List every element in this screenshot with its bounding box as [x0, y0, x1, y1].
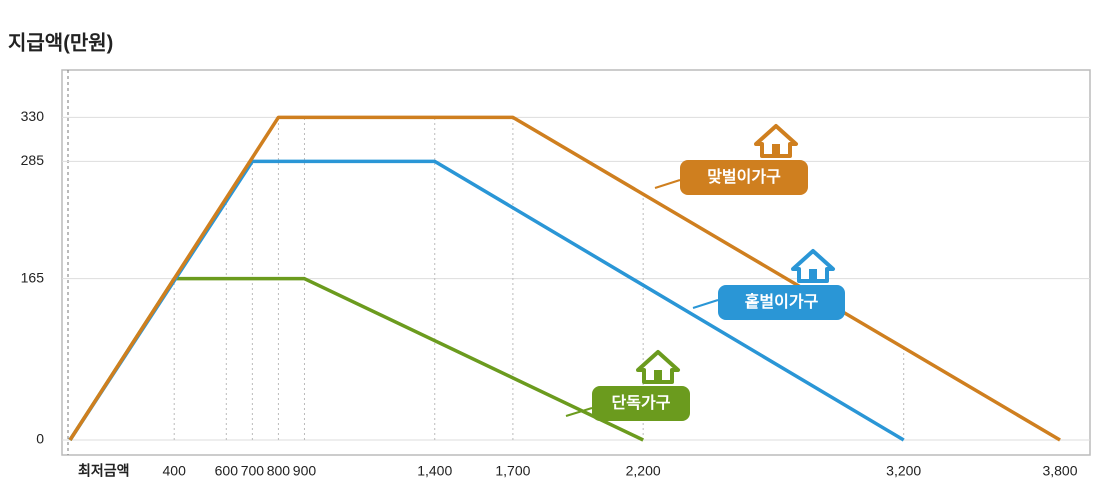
house-icon: [754, 124, 798, 158]
x-tick-label: 700: [241, 463, 265, 479]
legend-badge: [592, 386, 690, 421]
legend-badge: [680, 160, 808, 195]
y-tick-label: 285: [21, 152, 45, 168]
x-tick-label: 600: [215, 463, 239, 479]
y-tick-label: 0: [36, 431, 44, 447]
y-tick-label: 165: [21, 269, 45, 285]
legend-label: 홑벌이가구: [745, 292, 819, 311]
x-annotation: 최저금액: [78, 463, 130, 479]
series-line: [68, 276, 644, 442]
plot-frame: [61, 69, 1091, 456]
x-tick-label: 2,200: [626, 463, 661, 479]
x-tick-label: 400: [163, 463, 187, 479]
house-icon: [791, 249, 835, 283]
house-door: [809, 269, 817, 279]
legend-label: 단독가구: [612, 394, 671, 412]
x-tick-label: 3,200: [886, 463, 921, 479]
leader-line: [692, 299, 719, 309]
x-tick-label: 1,700: [495, 463, 530, 479]
x-tick-label: 800: [267, 463, 291, 479]
legend-label: 맞벌이가구: [707, 168, 781, 186]
house-icon: [636, 350, 680, 384]
x-tick-label: 3,800: [1042, 463, 1077, 479]
x-tick-label: 900: [293, 463, 317, 479]
house-door: [654, 370, 662, 380]
series-line: [68, 115, 1061, 442]
leader-line: [565, 407, 593, 417]
x-tick-label: 1,400: [417, 463, 452, 479]
y-tick-label: 330: [21, 108, 45, 124]
house-door: [772, 144, 780, 154]
leader-line: [654, 179, 681, 189]
y-axis-label: 지급액(만원): [8, 31, 113, 54]
legend-badge: [718, 285, 845, 320]
